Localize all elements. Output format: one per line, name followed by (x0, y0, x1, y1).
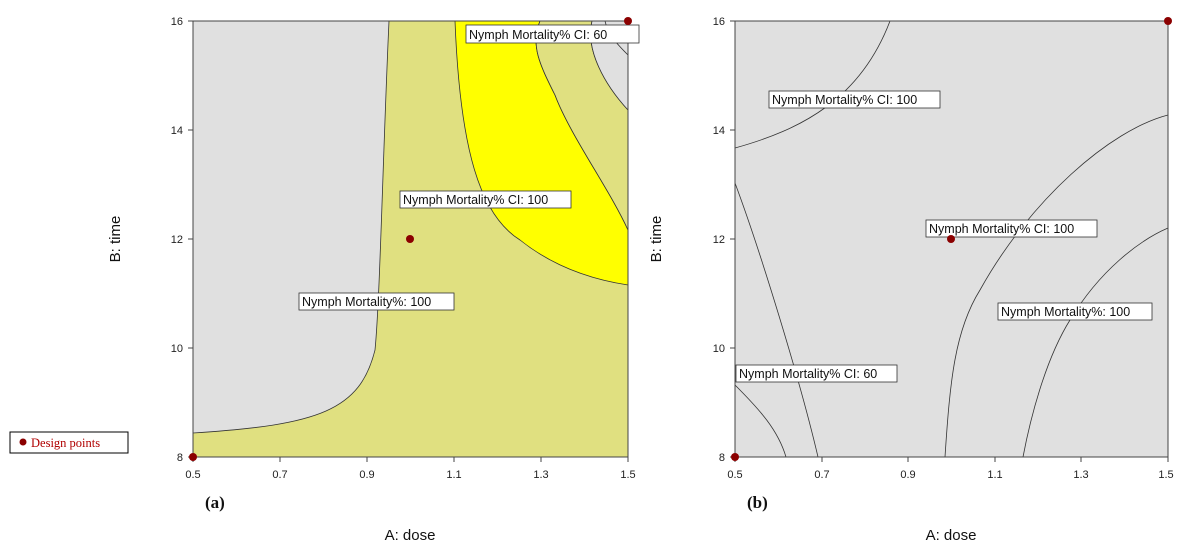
panel-a-contour-label-box (465, 24, 640, 44)
panel-a-contour-label-box (399, 190, 572, 209)
panel-b-xtick-label: 0.7 (814, 469, 829, 481)
panel-a-label: (a) (205, 493, 225, 512)
panel-a: 16 14 12 10 8 0.5 0.7 0.9 1.1 1.3 1.5 (a… (107, 16, 640, 544)
panel-b-x-ticks (734, 457, 1169, 462)
panel-a-ytick-label: 8 (177, 452, 183, 464)
panel-a-ytick-label: 12 (171, 234, 183, 246)
panel-b-xtick-label: 1.3 (1073, 469, 1088, 481)
panel-b-ytick-label: 14 (713, 125, 725, 137)
panel-b-y-ticks (730, 20, 735, 458)
panel-a-ytick-label: 14 (171, 125, 183, 137)
legend-design-point-marker (19, 438, 27, 446)
panel-a-design-point (406, 235, 414, 243)
panel-a-contour-label: Nymph Mortality%: 100 (302, 295, 431, 309)
legend: Design points (9, 431, 129, 454)
panel-b-contour-label-box (768, 90, 941, 109)
panel-b-design-point (1164, 17, 1172, 25)
panel-a-ytick-label: 16 (171, 16, 183, 28)
panel-b-ytick-label: 10 (713, 343, 725, 355)
panel-a-xtick-label: 1.5 (620, 469, 635, 481)
panel-a-contour-label: Nymph Mortality% CI: 100 (403, 193, 548, 207)
panel-b-contour-label-box (735, 364, 898, 383)
panel-a-ylabel: B: time (107, 216, 124, 263)
panel-b-xtick-label: 1.5 (1158, 469, 1173, 481)
panel-b-design-point (731, 453, 739, 461)
panel-a-xtick-label: 0.5 (185, 469, 200, 481)
panel-a-design-point (189, 453, 197, 461)
panel-a-ytick-label: 10 (171, 343, 183, 355)
panel-b-label: (b) (747, 493, 768, 512)
panel-b-xtick-label: 1.1 (987, 469, 1002, 481)
panel-b-contour (734, 384, 787, 458)
panel-b-contour-label-box (925, 219, 1098, 238)
panel-b: 16 14 12 10 8 0.5 0.7 0.9 1.1 1.3 1.5 (b… (648, 16, 1174, 544)
panel-b-xlabel: A: dose (926, 527, 977, 544)
panel-b-ytick-label: 12 (713, 234, 725, 246)
panel-a-xtick-label: 0.9 (359, 469, 374, 481)
panel-a-xtick-label: 0.7 (272, 469, 287, 481)
panel-a-xtick-label: 1.1 (446, 469, 461, 481)
panel-b-contour (944, 114, 1169, 458)
panel-b-contour-label-box (997, 302, 1153, 321)
panel-b-design-point (947, 235, 955, 243)
panel-b-contour-label: Nymph Mortality% CI: 100 (929, 222, 1074, 236)
panel-b-contour-label: Nymph Mortality% CI: 100 (772, 93, 917, 107)
panel-b-xtick-label: 0.9 (900, 469, 915, 481)
panel-b-xtick-label: 0.5 (727, 469, 742, 481)
panel-a-design-point (624, 17, 632, 25)
panel-a-xlabel: A: dose (385, 527, 436, 544)
panel-a-y-ticks (188, 20, 193, 458)
panel-b-ytick-label: 16 (713, 16, 725, 28)
legend-label: Design points (31, 436, 100, 450)
panel-b-contour (734, 182, 819, 458)
legend-box (9, 431, 129, 454)
panel-a-xtick-label: 1.3 (533, 469, 548, 481)
panel-b-contour-label: Nymph Mortality% CI: 60 (739, 367, 877, 381)
panel-b-ytick-label: 8 (719, 452, 725, 464)
panel-a-contour-label-box (298, 292, 455, 311)
panel-a-contour-label: Nymph Mortality% CI: 60 (469, 28, 607, 42)
panel-b-contour-label: Nymph Mortality%: 100 (1001, 305, 1130, 319)
panel-b-ylabel: B: time (648, 216, 665, 263)
panel-a-x-ticks (192, 457, 629, 462)
